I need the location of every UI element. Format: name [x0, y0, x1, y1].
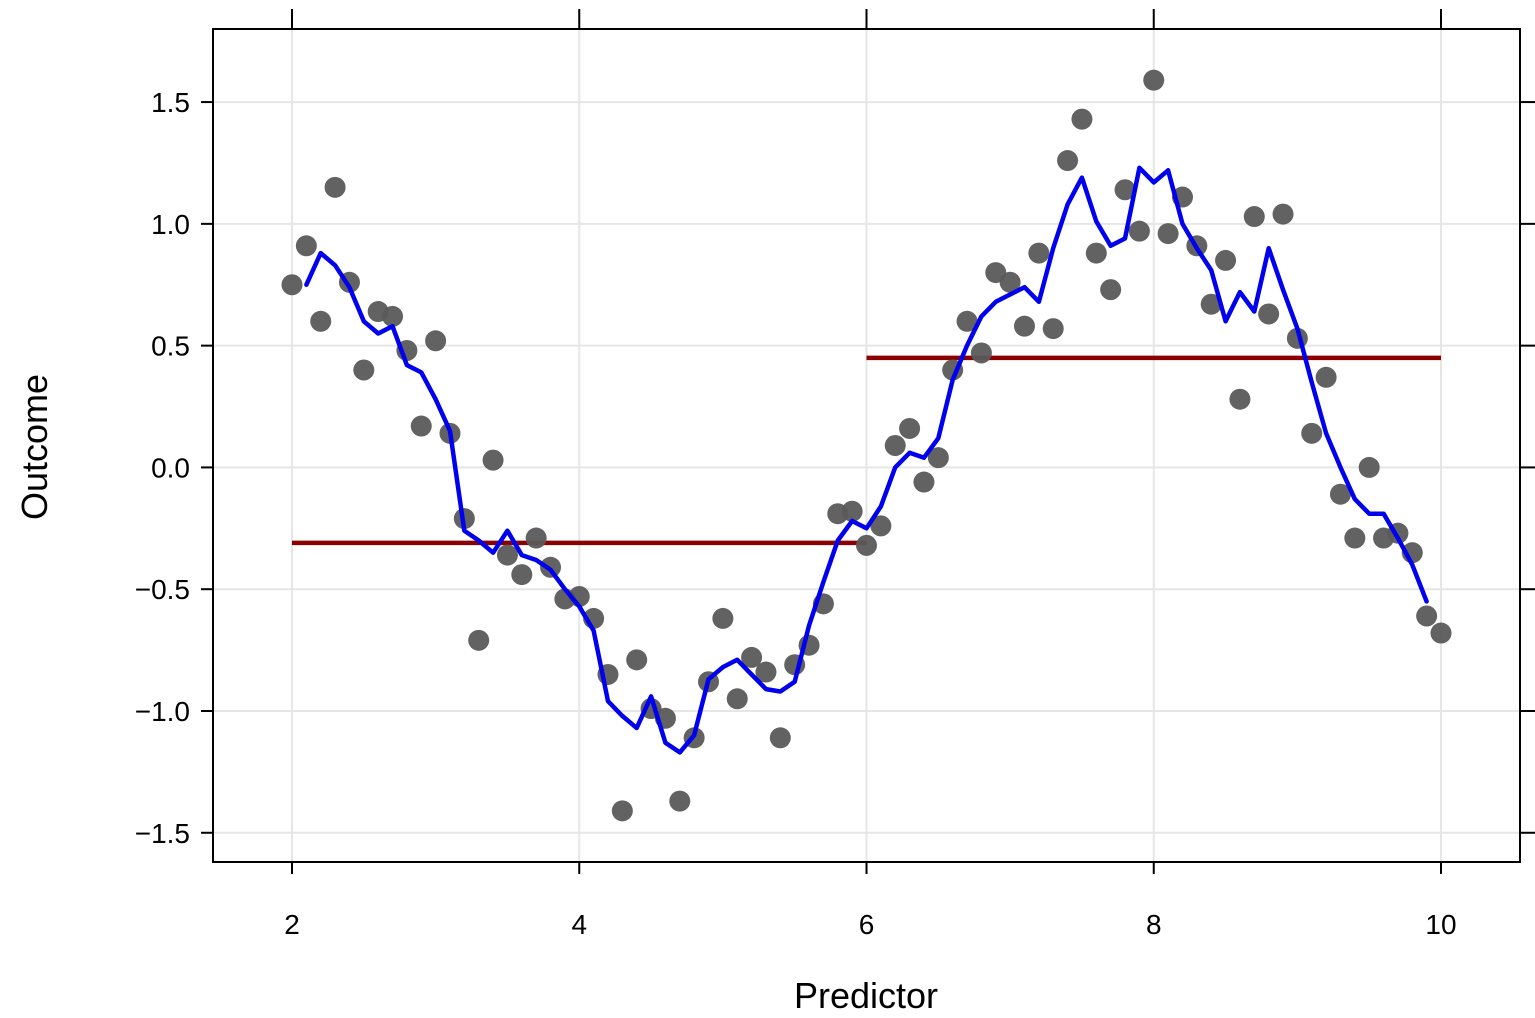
data-point	[1057, 150, 1079, 172]
data-point	[1258, 303, 1280, 325]
data-point	[281, 274, 303, 296]
data-point	[1358, 456, 1380, 478]
data-point	[1272, 203, 1294, 225]
data-point	[1200, 293, 1222, 315]
data-point	[726, 688, 748, 710]
data-point	[1085, 242, 1107, 264]
data-point	[525, 527, 547, 549]
data-point	[295, 235, 317, 257]
x-tick-label: 8	[1146, 909, 1162, 940]
x-tick-label: 2	[284, 909, 300, 940]
data-point	[482, 449, 504, 471]
data-point	[353, 359, 375, 381]
data-point	[496, 544, 518, 566]
y-tick-label: 0.0	[151, 452, 190, 483]
data-point	[1013, 315, 1035, 337]
data-point	[1042, 318, 1064, 340]
y-tick-label: 0.5	[151, 331, 190, 362]
data-point	[1028, 242, 1050, 264]
data-point	[1315, 366, 1337, 388]
data-point	[1128, 220, 1150, 242]
data-point	[755, 661, 777, 683]
data-point	[468, 629, 490, 651]
data-point	[712, 607, 734, 629]
data-point	[1344, 527, 1366, 549]
smooth-line-group	[304, 165, 1429, 755]
x-tick-label: 10	[1425, 909, 1456, 940]
grid-lines	[213, 29, 1520, 862]
data-point	[1430, 622, 1452, 644]
data-point	[927, 447, 949, 469]
y-tick-label: −1.0	[135, 696, 190, 727]
data-point	[1243, 206, 1265, 228]
data-point	[611, 800, 633, 822]
data-point	[884, 435, 906, 456]
data-point	[741, 646, 763, 668]
x-tick-label: 4	[571, 909, 587, 940]
y-tick-label: −1.5	[135, 818, 190, 849]
data-points	[281, 69, 1452, 822]
data-point	[1329, 483, 1351, 505]
axis-ticks	[201, 9, 1535, 874]
smooth-line	[304, 165, 1429, 755]
data-point	[870, 515, 892, 537]
y-tick-labels: 1.5 1.0 0.5 0.0 −0.5 −1.0 −1.5	[135, 87, 190, 849]
y-tick-label: 1.0	[151, 209, 190, 240]
data-point	[324, 176, 346, 198]
data-point	[769, 727, 791, 749]
data-point	[382, 305, 404, 327]
data-point	[1416, 605, 1438, 627]
data-point	[856, 534, 877, 556]
x-axis-label: Predictor	[794, 975, 938, 1016]
data-point	[1100, 279, 1122, 301]
data-point	[1229, 388, 1251, 410]
data-point	[425, 330, 447, 352]
data-point	[899, 417, 921, 439]
data-point	[913, 471, 935, 493]
data-point	[410, 415, 432, 437]
data-point	[1215, 249, 1237, 271]
y-axis-label: Outcome	[14, 374, 55, 520]
data-point	[1301, 422, 1323, 444]
data-point	[511, 564, 533, 586]
x-tick-label: 6	[859, 909, 875, 940]
data-point	[1157, 223, 1179, 245]
data-point	[1114, 179, 1136, 201]
data-point	[310, 310, 332, 332]
data-point	[999, 271, 1021, 293]
data-point	[841, 500, 863, 522]
x-tick-labels: 2 4 6 8 10	[284, 909, 1456, 940]
data-point	[626, 649, 648, 671]
y-tick-label: 1.5	[151, 87, 190, 118]
data-point	[970, 342, 992, 364]
y-tick-label: −0.5	[135, 574, 190, 605]
data-point	[1143, 69, 1165, 91]
data-point	[956, 310, 978, 332]
data-point	[1071, 108, 1093, 130]
data-point	[669, 790, 691, 812]
